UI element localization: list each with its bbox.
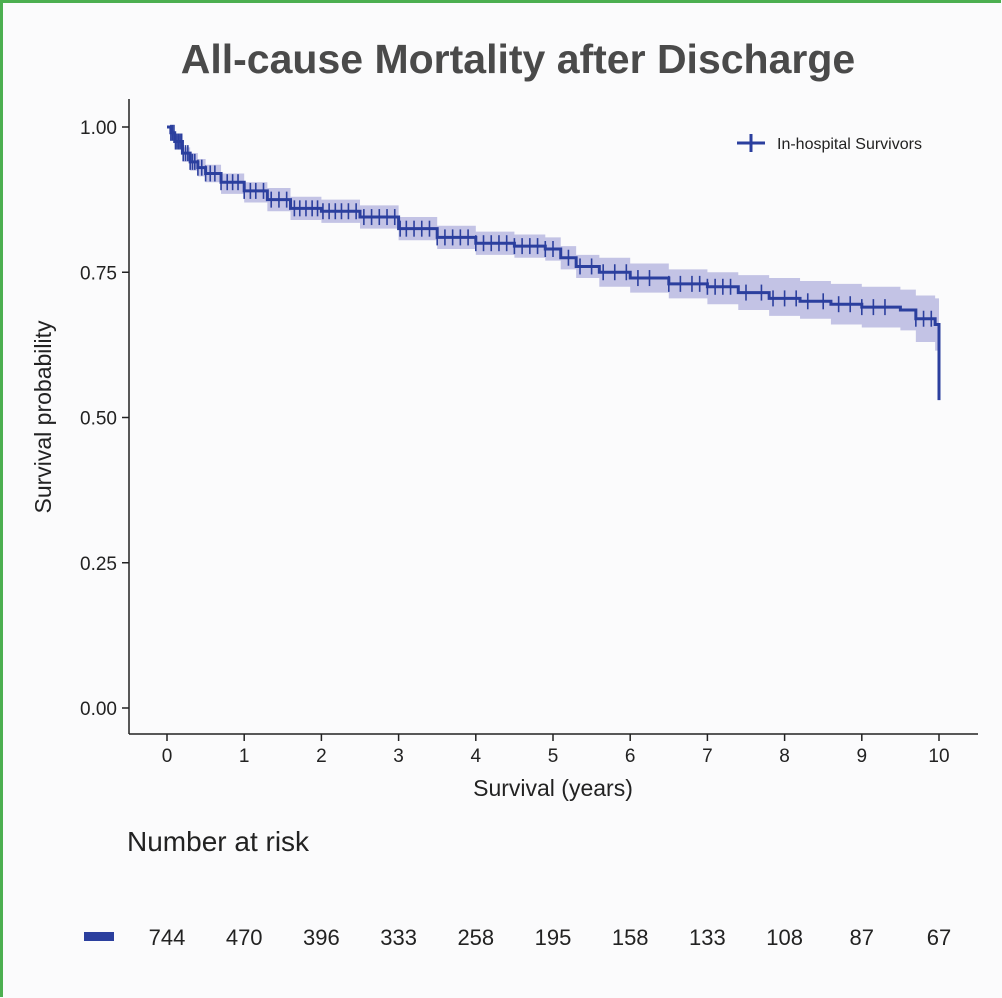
legend: In-hospital Survivors (737, 134, 922, 153)
survival-curve (167, 125, 941, 401)
y-tick-label: 0.25 (80, 554, 117, 575)
risk-table-value: 195 (535, 925, 572, 950)
x-tick-label: 7 (702, 746, 713, 767)
x-axis-label: Survival (years) (473, 775, 633, 801)
km-survival-chart: All-cause Mortality after Discharge 0.00… (30, 36, 978, 950)
y-tick-label: 0.00 (80, 699, 117, 720)
risk-table-value: 744 (149, 925, 186, 950)
risk-table-title: Number at risk (127, 826, 310, 857)
risk-table-value: 470 (226, 925, 263, 950)
risk-table-value: 133 (689, 925, 726, 950)
x-tick-label: 1 (239, 746, 250, 767)
risk-table-value: 333 (380, 925, 417, 950)
axes: 0.00 0.25 0.50 0.75 1.00 0 1 2 3 4 5 6 7 8 9 10 (80, 99, 978, 767)
risk-table-value: 108 (766, 925, 803, 950)
x-tick-label: 6 (625, 746, 636, 767)
risk-strata-color-key (84, 932, 114, 941)
x-tick-label: 3 (393, 746, 404, 767)
x-tick-label: 8 (779, 746, 790, 767)
confidence-band (167, 127, 939, 351)
x-tick-label: 9 (857, 746, 868, 767)
x-tick-label: 4 (471, 746, 482, 767)
y-tick-label: 1.00 (80, 118, 117, 139)
x-tick-label: 5 (548, 746, 559, 767)
risk-table-value: 158 (612, 925, 649, 950)
x-tick-label: 0 (162, 746, 173, 767)
legend-label: In-hospital Survivors (777, 136, 922, 153)
x-tick-label: 2 (316, 746, 327, 767)
risk-table-values: 744 470 396 333 258 195 158 133 108 87 67 (149, 925, 952, 950)
chart-title: All-cause Mortality after Discharge (181, 36, 855, 82)
y-axis-label: Survival probability (30, 320, 56, 514)
risk-table-value: 258 (457, 925, 494, 950)
risk-table-value: 67 (927, 925, 951, 950)
plot-area (167, 124, 941, 401)
y-tick-label: 0.50 (80, 409, 117, 430)
x-tick-label: 10 (928, 746, 949, 767)
risk-table-value: 87 (850, 925, 874, 950)
y-tick-label: 0.75 (80, 263, 117, 284)
risk-table-value: 396 (303, 925, 340, 950)
